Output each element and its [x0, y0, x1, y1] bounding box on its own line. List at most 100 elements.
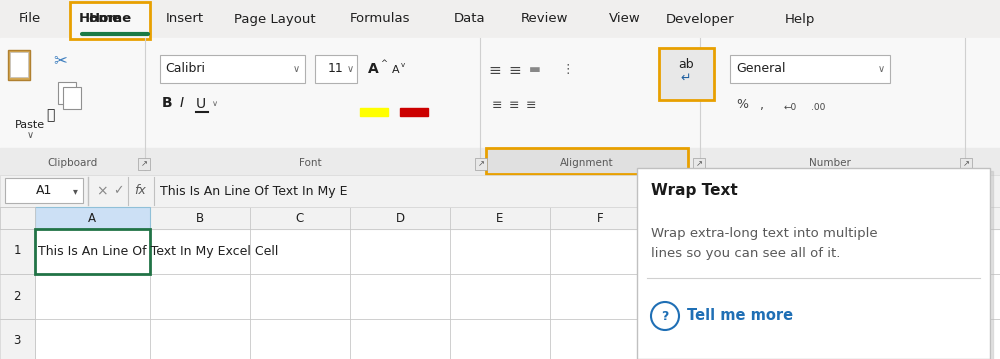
Bar — [960, 158, 972, 170]
Text: 🖌: 🖌 — [46, 108, 54, 122]
Text: ≡: ≡ — [489, 62, 501, 78]
Text: Developer: Developer — [666, 13, 734, 25]
Text: General: General — [736, 62, 786, 75]
Bar — [400, 108, 428, 116]
Text: lines so you can see all of it.: lines so you can see all of it. — [651, 247, 840, 260]
Text: A1: A1 — [36, 185, 52, 197]
Text: Review: Review — [521, 13, 569, 25]
Text: ⋮: ⋮ — [562, 64, 574, 76]
Bar — [0, 0, 1000, 38]
Text: Home: Home — [88, 13, 132, 25]
Text: Paste: Paste — [15, 120, 45, 130]
Text: Wrap extra-long text into multiple: Wrap extra-long text into multiple — [651, 227, 878, 239]
Bar — [475, 158, 487, 170]
Bar — [0, 207, 1000, 359]
Text: View: View — [609, 13, 641, 25]
Bar — [160, 55, 305, 83]
Text: Font: Font — [299, 158, 321, 168]
Text: B: B — [162, 96, 173, 110]
Text: v: v — [401, 62, 405, 68]
Text: 1: 1 — [13, 244, 21, 257]
Text: Alignment: Alignment — [560, 158, 614, 168]
Text: A: A — [392, 65, 400, 75]
Text: A: A — [368, 62, 379, 76]
Text: B: B — [196, 211, 204, 224]
Text: Help: Help — [785, 13, 815, 25]
Text: U: U — [196, 97, 206, 111]
Text: File: File — [19, 13, 41, 25]
Bar — [58, 82, 76, 104]
Bar — [730, 55, 890, 83]
Bar — [0, 207, 35, 229]
Text: F: F — [597, 211, 603, 224]
Bar — [70, 2, 150, 39]
Text: ∨: ∨ — [347, 64, 354, 74]
Text: Home: Home — [78, 13, 122, 25]
Text: fx: fx — [134, 185, 146, 197]
Text: 11: 11 — [328, 62, 344, 75]
Text: Clipboard: Clipboard — [47, 158, 97, 168]
Bar — [0, 274, 35, 319]
Text: ≡: ≡ — [509, 98, 519, 112]
Text: ↗: ↗ — [478, 159, 484, 168]
Text: 2: 2 — [13, 289, 21, 303]
Text: ?: ? — [661, 309, 669, 322]
Text: D: D — [395, 211, 405, 224]
Text: .00: .00 — [811, 103, 825, 112]
Text: ✂: ✂ — [53, 51, 67, 69]
Text: ^: ^ — [380, 59, 387, 67]
Text: 3: 3 — [13, 335, 21, 348]
Text: Number: Number — [809, 158, 851, 168]
Bar — [0, 207, 1000, 229]
Text: ,: , — [760, 98, 764, 112]
Text: This Is An Line Of Text In My Excel Cell: This Is An Line Of Text In My Excel Cell — [38, 244, 278, 257]
Bar — [659, 48, 714, 100]
Text: ab: ab — [678, 57, 694, 70]
Text: ✓: ✓ — [113, 185, 123, 197]
Text: ∨: ∨ — [26, 130, 34, 140]
Bar — [0, 148, 1000, 175]
Text: ▾: ▾ — [73, 186, 78, 196]
Bar — [637, 168, 990, 359]
Text: C: C — [296, 211, 304, 224]
Text: ↗: ↗ — [696, 159, 702, 168]
Circle shape — [651, 302, 679, 330]
Text: ↗: ↗ — [962, 159, 970, 168]
Text: Tell me more: Tell me more — [687, 308, 793, 323]
Bar — [640, 171, 993, 359]
Text: This Is An Line Of Text In My E: This Is An Line Of Text In My E — [160, 185, 348, 197]
Text: ∨: ∨ — [878, 64, 885, 74]
Bar — [35, 207, 150, 229]
Text: ≡: ≡ — [526, 98, 536, 112]
Bar — [10, 52, 28, 77]
Text: ≡: ≡ — [492, 98, 502, 112]
Bar — [0, 175, 1000, 207]
Bar — [360, 108, 388, 116]
Bar — [315, 55, 357, 83]
Bar — [138, 158, 150, 170]
Bar — [0, 229, 35, 274]
Text: Insert: Insert — [166, 13, 204, 25]
Text: Wrap Text: Wrap Text — [651, 182, 738, 197]
Text: ∨: ∨ — [293, 64, 300, 74]
Text: ←0: ←0 — [783, 103, 797, 112]
Bar — [35, 229, 150, 274]
Text: ↗: ↗ — [140, 159, 148, 168]
Bar — [8, 50, 30, 80]
Bar — [693, 158, 705, 170]
Text: ↵: ↵ — [681, 71, 691, 84]
Bar — [0, 38, 1000, 170]
Text: ≡: ≡ — [509, 62, 521, 78]
Text: ▬: ▬ — [529, 64, 541, 76]
Text: ×: × — [96, 184, 108, 198]
Text: G: G — [695, 211, 705, 224]
Text: Formulas: Formulas — [350, 13, 410, 25]
Text: I: I — [180, 96, 184, 110]
Bar — [63, 87, 81, 109]
Bar — [0, 319, 35, 359]
Text: E: E — [496, 211, 504, 224]
Text: %: % — [736, 98, 748, 112]
Bar — [486, 148, 688, 174]
Text: Calibri: Calibri — [165, 62, 205, 75]
Text: Data: Data — [454, 13, 486, 25]
